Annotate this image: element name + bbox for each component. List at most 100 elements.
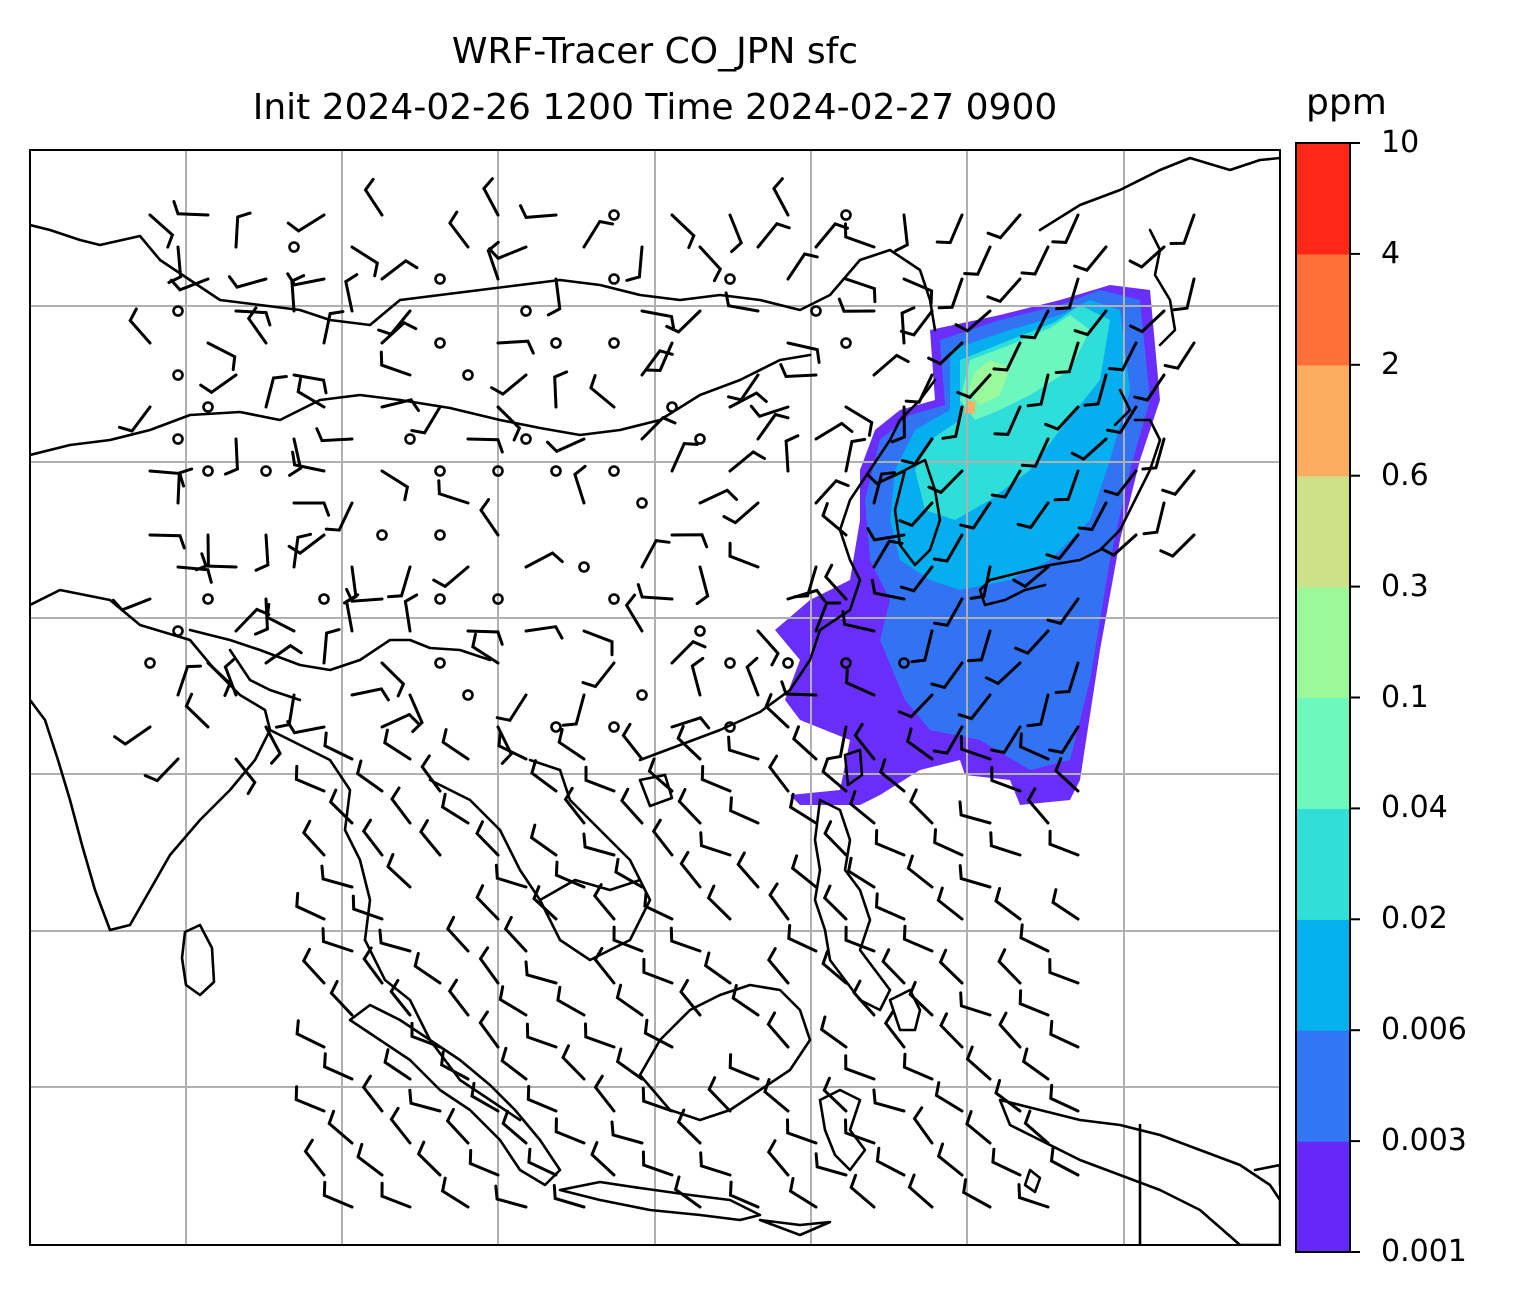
wind-barb: [295, 1019, 326, 1049]
wind-barb: [642, 957, 674, 985]
wind-barb: [826, 725, 848, 761]
wind-barb: [670, 716, 711, 730]
map-title: WRF-Tracer CO_JPN sfc: [451, 31, 859, 72]
wind-barb: [844, 925, 876, 953]
wind-barb: [990, 725, 1022, 755]
wind-barb: [380, 320, 418, 345]
wind-barb: [362, 946, 384, 985]
wind-barb: [582, 832, 616, 857]
wind-barb: [736, 851, 760, 889]
wind-barb: [143, 757, 180, 783]
wind-barb: [780, 680, 818, 697]
coastline-segment: [1023, 1168, 1042, 1194]
wind-barb: [1012, 565, 1050, 589]
wind-barb: [814, 601, 842, 633]
wind-barb: [936, 886, 964, 921]
calm-wind-marker: [550, 721, 562, 733]
wind-barb: [938, 948, 964, 985]
colorbar-segment: [1296, 586, 1350, 699]
wind-barb: [844, 277, 877, 304]
calm-wind-marker: [608, 593, 620, 605]
wind-barb: [990, 766, 1022, 793]
calm-wind-marker: [608, 721, 620, 733]
calm-wind-marker: [724, 721, 736, 733]
wind-barb: [936, 1142, 964, 1177]
wind-barb: [437, 479, 470, 505]
wind-barb: [912, 1106, 934, 1145]
wind-barb: [728, 391, 768, 409]
wind-barb: [301, 819, 326, 857]
wind-barb: [1048, 829, 1080, 857]
wind-barb: [699, 831, 732, 857]
wind-barb: [786, 252, 819, 281]
coastline-segment: [813, 798, 892, 1012]
wind-barb: [670, 533, 709, 549]
wind-barb: [379, 350, 412, 377]
wind-barb: [389, 1106, 412, 1145]
wind-barb: [1053, 469, 1080, 502]
wind-barb: [698, 488, 738, 505]
colorbar-unit: ppm: [1306, 82, 1387, 123]
wind-barb: [1129, 309, 1166, 334]
calm-wind-marker: [492, 465, 504, 477]
wind-barb: [475, 884, 500, 921]
wind-barb: [932, 533, 964, 563]
calm-wind-marker: [608, 337, 620, 349]
wind-barb: [934, 1081, 964, 1113]
wind-barb: [788, 1177, 818, 1209]
wind-barb: [148, 533, 186, 550]
calm-wind-marker: [318, 593, 330, 605]
wind-barb: [227, 275, 268, 289]
wind-barb: [902, 277, 934, 306]
wind-barb: [767, 754, 790, 793]
wind-barb: [906, 854, 934, 889]
wind-barb: [844, 405, 874, 437]
wind-barb: [524, 551, 564, 569]
wind-barb: [390, 786, 412, 825]
wind-barb: [496, 405, 522, 442]
calm-wind-marker: [172, 433, 184, 445]
wind-barb: [727, 735, 760, 761]
wind-barb: [323, 1052, 354, 1081]
wind-barb: [905, 727, 934, 761]
colorbar-tick-label: 0.003: [1381, 1123, 1467, 1159]
plume-contour-level: [964, 400, 976, 414]
wind-barb: [324, 501, 354, 532]
wind-barb: [292, 373, 328, 395]
wind-barb: [651, 818, 674, 857]
calm-wind-marker: [636, 689, 648, 701]
wind-barb: [849, 790, 876, 825]
wind-barb: [532, 885, 558, 921]
calm-wind-marker: [724, 273, 736, 285]
wind-barb: [814, 222, 849, 249]
wind-barb: [471, 632, 500, 665]
wind-barb: [677, 788, 702, 825]
wind-barb: [676, 1108, 702, 1145]
calm-wind-marker: [172, 369, 184, 381]
wind-barb: [439, 1050, 470, 1081]
colorbar-tick-label: 0.3: [1381, 568, 1429, 604]
wind-barb: [1049, 1019, 1080, 1049]
wind-barb: [852, 979, 876, 1017]
wind-barb: [1142, 501, 1166, 536]
wind-barb: [673, 1175, 702, 1209]
wind-barb: [707, 1076, 732, 1113]
wind-barb: [768, 882, 790, 921]
coastline-segment: [30, 353, 812, 457]
wind-barb: [361, 1074, 384, 1113]
wind-barb: [766, 1011, 790, 1049]
wind-barb: [296, 377, 326, 409]
wind-barb: [169, 277, 210, 292]
calm-wind-marker: [578, 561, 590, 573]
wind-barb: [234, 309, 272, 327]
coastline-segment: [1113, 388, 1132, 427]
wind-barb: [363, 177, 384, 217]
wind-barb: [380, 469, 410, 502]
coastline-segment: [893, 458, 942, 567]
calm-wind-marker: [608, 209, 620, 221]
wind-barb: [432, 565, 470, 589]
wind-barb: [356, 1142, 384, 1177]
wind-barb: [234, 757, 257, 796]
wind-barb: [287, 533, 326, 556]
wind-barb: [941, 405, 964, 440]
